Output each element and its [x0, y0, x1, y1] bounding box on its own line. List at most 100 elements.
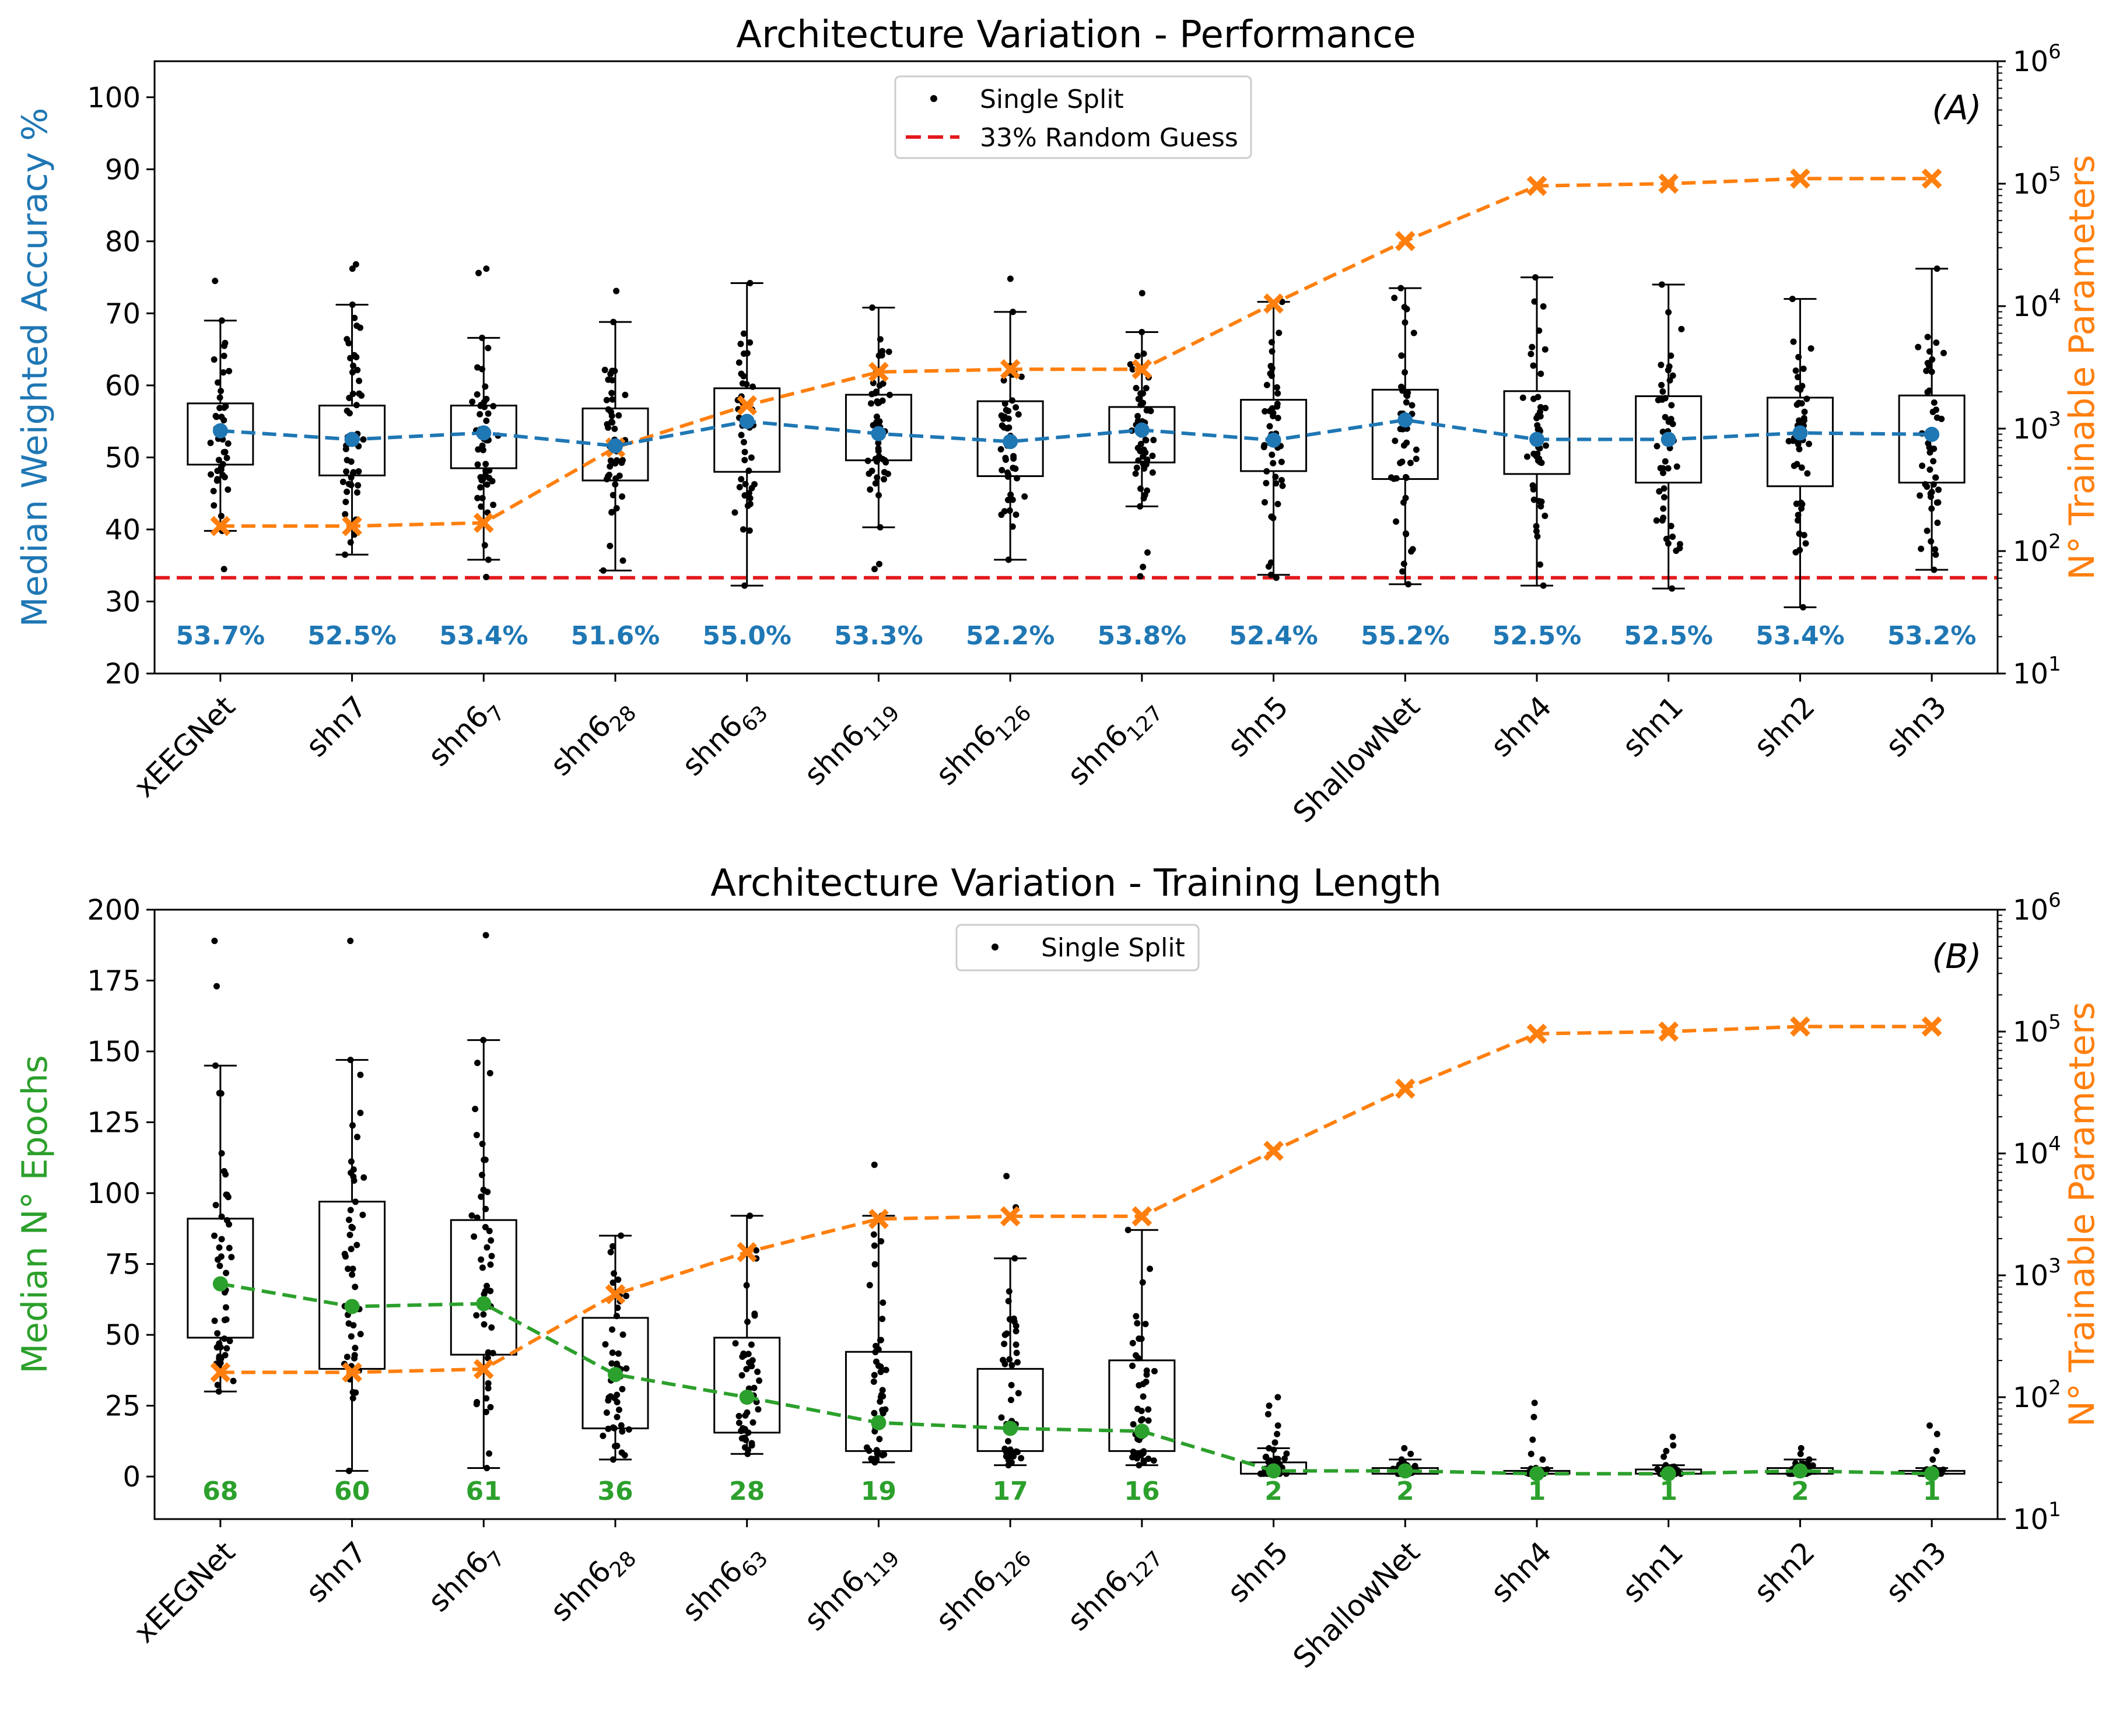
single-split-point — [1137, 503, 1144, 510]
single-split-point — [1403, 439, 1410, 446]
y2-tick-base: 10 — [2013, 45, 2048, 78]
single-split-point — [221, 1335, 228, 1342]
y2-tick-label: 106 — [2013, 40, 2061, 78]
single-split-point — [1531, 1400, 1538, 1407]
single-split-point — [1804, 470, 1811, 477]
single-split-point — [1928, 505, 1935, 512]
single-split-point — [1405, 581, 1412, 588]
y2-tick-base: 10 — [2013, 290, 2048, 323]
single-split-point — [1276, 329, 1283, 336]
single-split-point — [1933, 499, 1940, 506]
single-split-point — [1930, 481, 1937, 488]
single-split-point — [1124, 1226, 1131, 1233]
single-split-point — [350, 362, 357, 369]
iqr-box — [1503, 390, 1571, 475]
single-split-point — [879, 1316, 886, 1323]
single-split-point — [1013, 1349, 1020, 1356]
single-split-point — [1257, 1470, 1264, 1477]
single-split-point — [357, 1071, 364, 1078]
single-split-point — [879, 348, 886, 355]
single-split-point — [218, 1213, 225, 1220]
legend-single-split: Single Split — [1041, 933, 1185, 963]
single-split-point — [875, 447, 882, 454]
single-split-point — [1008, 397, 1015, 404]
single-split-point — [884, 471, 891, 478]
single-split-point — [1269, 364, 1276, 371]
y2-tick-exp: 1 — [2048, 653, 2061, 676]
single-split-point — [1800, 365, 1807, 372]
single-split-point — [1141, 492, 1148, 499]
single-split-point — [1655, 397, 1662, 404]
single-split-point — [1660, 494, 1667, 501]
median-value-label: 52.2% — [966, 621, 1055, 651]
single-split-point — [1800, 532, 1807, 539]
params-marker — [473, 1359, 494, 1380]
single-split-point — [211, 937, 218, 944]
y2-tick-label: 101 — [2013, 1498, 2061, 1536]
y2-tick-label: 101 — [2013, 653, 2061, 690]
single-split-point — [873, 1342, 880, 1349]
single-split-point — [1534, 533, 1541, 540]
params-marker — [868, 362, 889, 383]
single-split-point — [1281, 1455, 1288, 1462]
single-split-point — [1006, 1356, 1013, 1363]
single-split-point — [744, 1318, 751, 1325]
single-split-point — [1413, 446, 1420, 453]
params-marker — [737, 1241, 758, 1262]
single-split-point — [609, 1243, 616, 1250]
single-split-point — [1932, 551, 1939, 558]
y-tick-label: 100 — [87, 1177, 141, 1210]
y-tick-label: 50 — [105, 441, 141, 474]
single-split-point — [745, 490, 752, 497]
single-split-point — [1000, 415, 1007, 422]
single-split-point — [1008, 1381, 1015, 1388]
single-split-point — [1658, 362, 1665, 369]
median-marker — [344, 1299, 360, 1314]
median-value-label: 53.2% — [1887, 621, 1977, 651]
single-split-point — [1009, 496, 1016, 503]
single-split-point — [488, 1253, 495, 1260]
single-split-point — [480, 1311, 487, 1318]
single-split-point — [611, 367, 618, 374]
single-split-point — [345, 340, 352, 347]
median-value-label: 2 — [1791, 1477, 1809, 1506]
single-split-point — [230, 1377, 237, 1384]
params-marker — [1921, 1016, 1942, 1037]
single-split-point — [870, 422, 877, 429]
single-split-point — [1530, 362, 1537, 369]
y2-tick-base: 10 — [2013, 658, 2048, 690]
single-split-point — [353, 489, 360, 496]
single-split-point — [867, 486, 874, 493]
median-value-label: 53.4% — [1756, 621, 1845, 651]
single-split-point — [1273, 480, 1280, 487]
single-split-point — [357, 1331, 364, 1338]
single-split-point — [468, 1212, 475, 1219]
single-split-point — [873, 1456, 880, 1463]
single-split-point — [880, 1299, 887, 1306]
single-split-point — [1669, 372, 1676, 379]
y-tick-label: 150 — [87, 1036, 141, 1068]
median-marker — [608, 438, 623, 454]
single-split-point — [1005, 1457, 1012, 1464]
single-split-point — [615, 412, 622, 419]
params-marker — [1131, 359, 1152, 380]
single-split-point — [479, 476, 486, 483]
single-split-point — [1265, 1458, 1272, 1465]
single-split-point — [349, 1122, 356, 1129]
box-9 — [1371, 285, 1439, 588]
y-tick-label: 60 — [105, 370, 141, 402]
single-split-point — [607, 457, 614, 464]
single-split-point — [479, 447, 486, 454]
single-split-point — [1544, 1466, 1551, 1473]
single-split-point — [346, 1232, 353, 1239]
single-split-point — [1400, 560, 1407, 567]
single-split-point — [623, 1292, 630, 1299]
single-split-point — [879, 1387, 886, 1394]
single-split-point — [356, 377, 363, 384]
y2-tick-exp: 3 — [2048, 408, 2061, 431]
single-split-point — [354, 367, 361, 374]
y-tick-label: 70 — [105, 297, 141, 330]
single-split-point — [1401, 304, 1408, 311]
single-split-point — [1140, 1459, 1147, 1466]
box-11 — [1635, 281, 1702, 592]
